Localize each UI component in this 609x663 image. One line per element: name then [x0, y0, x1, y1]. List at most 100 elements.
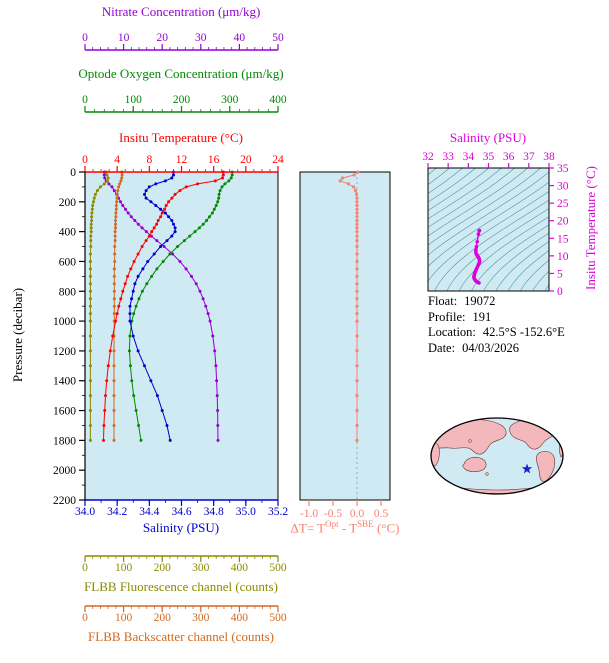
- svg-text:400: 400: [231, 562, 249, 574]
- fluorescence-axis-title: FLBB Fluorescence channel (counts): [84, 579, 278, 594]
- svg-text:400: 400: [231, 612, 249, 624]
- svg-text:100: 100: [125, 94, 143, 106]
- meta-row-profile: Profile: 191: [428, 310, 565, 326]
- svg-text:600: 600: [59, 256, 77, 268]
- svg-text:100: 100: [115, 562, 133, 574]
- svg-text:30: 30: [557, 181, 569, 193]
- delta-t-plot: -1.0 -0.5 0.0 0.5: [299, 170, 391, 520]
- svg-text:20: 20: [156, 32, 168, 44]
- svg-text:0: 0: [70, 167, 76, 179]
- svg-text:34.6: 34.6: [171, 506, 191, 518]
- temperature-axis-title: Insitu Temperature (°C): [119, 130, 243, 145]
- salinity-axis-title: Salinity (PSU): [142, 520, 220, 535]
- svg-text:24: 24: [272, 154, 284, 166]
- svg-text:10: 10: [557, 251, 569, 263]
- svg-text:0: 0: [82, 94, 88, 106]
- float-metadata: Float: 19072 Profile: 191 Location: 42.5°S …: [428, 294, 565, 356]
- delta-t-axis-title: ΔT= TOpt - TSBE (°C): [291, 519, 400, 536]
- world-map: [430, 417, 564, 495]
- delta-t-sup-sbe: SBE: [357, 519, 374, 529]
- meta-value: 04/03/2026: [462, 340, 520, 355]
- svg-text:1800: 1800: [53, 435, 76, 447]
- svg-text:35: 35: [557, 163, 569, 175]
- svg-text:300: 300: [192, 562, 210, 574]
- svg-text:33: 33: [442, 151, 454, 163]
- ts-temperature-title: Insitu Temperature (°C): [583, 166, 598, 290]
- svg-text:300: 300: [221, 94, 239, 106]
- svg-text:32: 32: [422, 151, 434, 163]
- svg-text:-0.5: -0.5: [324, 508, 342, 520]
- delta-t-sup-opt: Opt: [325, 519, 339, 529]
- svg-text:10: 10: [118, 32, 130, 44]
- meta-value: 191: [472, 309, 492, 324]
- svg-text:200: 200: [59, 197, 77, 209]
- svg-text:30: 30: [195, 32, 207, 44]
- nitrate-axis-title: Nitrate Concentration (μm/kg): [101, 4, 261, 19]
- svg-text:0: 0: [557, 286, 563, 298]
- nitrate-axis: 0 10 20 30 40 50: [82, 32, 284, 51]
- svg-text:12: 12: [176, 154, 188, 166]
- ts-density-contours: [428, 168, 549, 291]
- svg-text:15: 15: [557, 233, 569, 245]
- salinity-axis: 34.0 34.2 34.4 34.6 34.8 35.0 35.2: [75, 499, 288, 518]
- svg-text:34.0: 34.0: [75, 506, 95, 518]
- delta-t-title-part: - T: [338, 520, 358, 536]
- svg-text:34: 34: [463, 151, 475, 163]
- svg-text:200: 200: [173, 94, 191, 106]
- meta-row-float: Float: 19072: [428, 294, 565, 310]
- profile-plot-series: [88, 170, 234, 442]
- svg-text:5: 5: [557, 268, 563, 280]
- profile-plot-bg: [85, 172, 278, 500]
- delta-t-title-part: ΔT= T: [290, 520, 326, 536]
- float-location-star: [521, 463, 533, 474]
- meta-row-location: Location: 42.5°S -152.6°E: [428, 325, 565, 341]
- svg-text:1200: 1200: [53, 346, 76, 358]
- meta-label: Float:: [428, 294, 458, 308]
- svg-text:500: 500: [269, 562, 287, 574]
- svg-text:20: 20: [557, 216, 569, 228]
- svg-text:200: 200: [154, 562, 172, 574]
- temperature-axis: 0 4 8 12 16 20 24: [82, 154, 284, 173]
- svg-text:500: 500: [269, 612, 287, 624]
- svg-text:0: 0: [82, 32, 88, 44]
- svg-text:36: 36: [503, 151, 515, 163]
- svg-text:400: 400: [269, 94, 287, 106]
- svg-text:16: 16: [208, 154, 220, 166]
- svg-text:38: 38: [543, 151, 555, 163]
- meta-value: 42.5°S -152.6°E: [482, 325, 565, 339]
- svg-text:37: 37: [523, 151, 535, 163]
- svg-text:34.4: 34.4: [139, 506, 159, 518]
- meta-label: Location:: [428, 325, 476, 339]
- svg-text:35.0: 35.0: [236, 506, 256, 518]
- ts-salinity-title: Salinity (PSU): [449, 130, 527, 145]
- svg-text:0: 0: [82, 612, 88, 624]
- svg-text:4: 4: [114, 154, 120, 166]
- svg-text:2200: 2200: [53, 495, 76, 507]
- svg-text:25: 25: [557, 198, 569, 210]
- svg-text:0: 0: [82, 562, 88, 574]
- meta-label: Profile:: [428, 309, 466, 324]
- svg-text:40: 40: [234, 32, 246, 44]
- svg-text:1000: 1000: [53, 316, 76, 328]
- svg-text:0.0: 0.0: [350, 508, 365, 520]
- svg-text:0: 0: [82, 154, 88, 166]
- svg-text:1400: 1400: [53, 376, 76, 388]
- svg-text:300: 300: [192, 612, 210, 624]
- svg-text:34.2: 34.2: [107, 506, 127, 518]
- meta-label: Date:: [428, 340, 456, 355]
- svg-text:2000: 2000: [53, 465, 76, 477]
- svg-text:0.5: 0.5: [374, 508, 389, 520]
- ts-plot: 32 33 34 35 36 37 38 0 5 10 15 20 25 30 35: [422, 151, 569, 298]
- svg-text:50: 50: [272, 32, 284, 44]
- svg-text:8: 8: [146, 154, 152, 166]
- backscatter-axis: 0 100 200 300 400 500: [82, 605, 287, 624]
- svg-text:-1.0: -1.0: [300, 508, 318, 520]
- svg-text:100: 100: [115, 612, 133, 624]
- svg-text:200: 200: [154, 612, 172, 624]
- svg-text:400: 400: [59, 227, 77, 239]
- svg-text:35: 35: [483, 151, 495, 163]
- oxygen-axis-title: Optode Oxygen Concentration (μm/kg): [78, 66, 284, 81]
- pressure-axis-title: Pressure (decibar): [10, 287, 25, 383]
- fluorescence-axis: 0 100 200 300 400 500: [82, 555, 287, 574]
